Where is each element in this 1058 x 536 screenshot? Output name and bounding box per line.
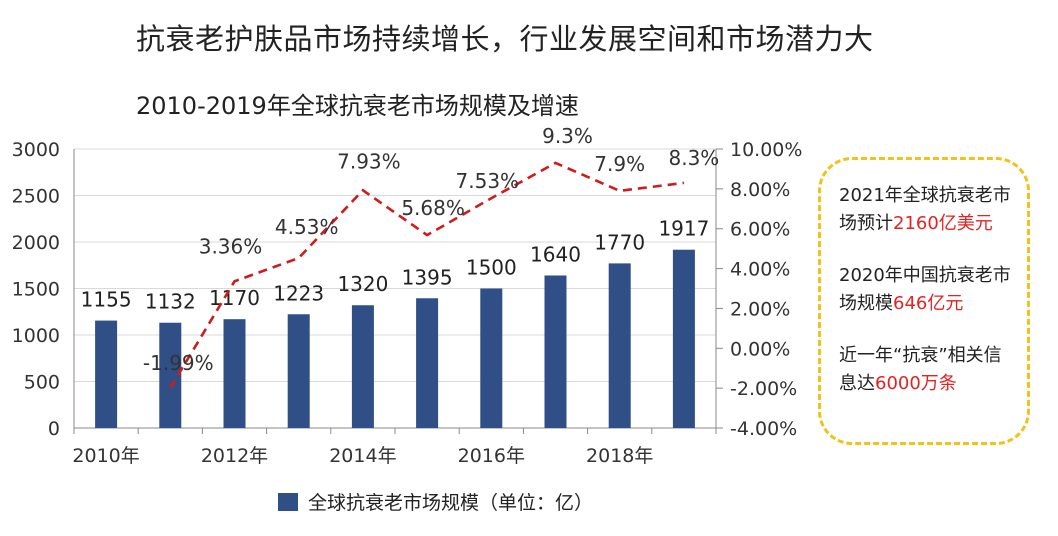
y-tick-label: 500 (24, 372, 60, 394)
rate-label: 7.9% (594, 152, 645, 176)
info-text: 2021年全球抗衰老市场预计 (839, 185, 1011, 234)
y2-tick-label: 2.00% (730, 298, 790, 320)
bar-value-label: 1132 (145, 290, 196, 314)
y-tick-label: 2500 (12, 186, 60, 208)
bar (223, 319, 246, 428)
bar (287, 314, 310, 428)
bar-value-label: 1500 (466, 256, 517, 280)
chart-title: 2010-2019年全球抗衰老市场规模及增速 (136, 92, 579, 120)
bar (351, 305, 374, 428)
bar (480, 288, 503, 428)
rate-label: 9.3% (542, 124, 593, 148)
bar-value-label: 1320 (337, 272, 388, 296)
bar-value-label: 1155 (81, 288, 132, 312)
x-tick-label: 2012年 (201, 445, 268, 467)
bar-value-label: 1223 (273, 281, 324, 305)
legend: 全球抗衰老市场规模（单位：亿） (278, 488, 593, 515)
bar-value-label: 1770 (594, 230, 645, 254)
y-tick-label: 1500 (12, 279, 60, 301)
rate-label: 7.93% (337, 149, 401, 173)
y2-tick-label: 6.00% (730, 219, 790, 241)
rate-label: 3.36% (199, 234, 263, 258)
bar (416, 298, 439, 428)
x-tick-label: 2018年 (586, 445, 653, 467)
headline: 抗衰老护肤品市场持续增长，行业发展空间和市场潜力大 (136, 22, 874, 56)
rate-label: 7.53% (456, 169, 520, 193)
bar (95, 320, 118, 428)
bar (159, 322, 182, 428)
rate-label: 4.53% (275, 215, 339, 239)
x-tick-label: 2010年 (72, 445, 139, 467)
y2-tick-label: 0.00% (730, 338, 790, 360)
info-box: 2021年全球抗衰老市场预计2160亿美元 2020年中国抗衰老市场规模646亿… (818, 157, 1030, 445)
bar (608, 263, 631, 428)
y-tick-label: 2000 (12, 232, 60, 254)
rate-label: 8.3% (668, 146, 719, 170)
info-highlight: 2160亿美元 (893, 213, 993, 234)
y-tick-label: 0 (48, 418, 60, 440)
info-text: 近一年“抗衰”相关信息达 (839, 345, 1002, 394)
info-item-global-forecast: 2021年全球抗衰老市场预计2160亿美元 (839, 182, 1017, 238)
y2-tick-label: -2.00% (730, 378, 797, 400)
legend-label: 全球抗衰老市场规模（单位：亿） (308, 492, 594, 514)
y2-tick-label: 10.00% (730, 139, 802, 161)
legend-swatch (278, 492, 298, 511)
y2-tick-label: -4.00% (730, 418, 797, 440)
bar (544, 275, 567, 428)
info-item-search-volume: 近一年“抗衰”相关信息达6000万条 (839, 342, 1017, 398)
y-tick-label: 1000 (12, 325, 60, 347)
x-tick-label: 2014年 (329, 445, 396, 467)
rate-label: 5.68% (401, 196, 465, 220)
y2-tick-label: 8.00% (730, 179, 790, 201)
y-tick-label: 3000 (12, 139, 60, 161)
bar (672, 249, 695, 428)
y2-tick-label: 4.00% (730, 259, 790, 281)
x-tick-label: 2016年 (458, 445, 525, 467)
bar-value-label: 1395 (402, 265, 453, 289)
info-highlight: 6000万条 (875, 373, 957, 394)
info-text: 2020年中国抗衰老市场规模 (839, 265, 1011, 314)
growth-rate-line (169, 161, 685, 389)
bar-value-label: 1917 (658, 217, 709, 241)
info-highlight: 646亿元 (893, 293, 964, 314)
rate-label: -1.99% (143, 351, 214, 375)
bar-value-label: 1640 (530, 242, 581, 266)
info-item-china-market: 2020年中国抗衰老市场规模646亿元 (839, 262, 1017, 318)
bar-value-label: 1170 (209, 286, 260, 310)
